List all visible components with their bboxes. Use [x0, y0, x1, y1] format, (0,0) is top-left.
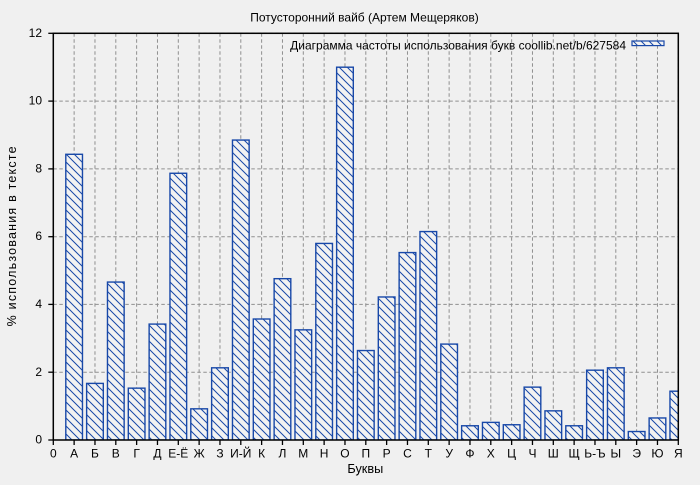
svg-text:Потусторонний вайб (Артем Меще: Потусторонний вайб (Артем Мещеряков) [250, 11, 478, 25]
svg-text:Р: Р [383, 446, 391, 460]
svg-text:8: 8 [35, 162, 42, 176]
svg-text:% использования в тексте: % использования в тексте [5, 145, 19, 326]
svg-text:0: 0 [35, 433, 42, 447]
svg-text:Д: Д [153, 446, 161, 460]
svg-text:Т: Т [425, 446, 433, 460]
svg-text:Ж: Ж [194, 446, 205, 460]
svg-text:М: М [298, 446, 308, 460]
svg-text:Я: Я [674, 446, 683, 460]
svg-text:Э: Э [632, 446, 641, 460]
svg-text:А: А [70, 446, 78, 460]
svg-text:Ю: Ю [651, 446, 663, 460]
svg-text:Е-Ё: Е-Ё [168, 446, 188, 460]
svg-text:Н: Н [320, 446, 329, 460]
svg-text:С: С [403, 446, 412, 460]
svg-text:Ф: Ф [465, 446, 474, 460]
svg-text:И-Й: И-Й [230, 445, 251, 460]
svg-text:П: П [361, 446, 370, 460]
svg-text:4: 4 [35, 297, 42, 311]
svg-text:З: З [216, 446, 223, 460]
svg-text:Ы: Ы [610, 446, 621, 460]
svg-text:В: В [112, 446, 120, 460]
svg-text:Ш: Ш [548, 446, 559, 460]
svg-text:Диаграмма частоты использовани: Диаграмма частоты использования букв coo… [290, 39, 626, 53]
svg-text:Буквы: Буквы [347, 462, 383, 476]
svg-text:Ц: Ц [507, 446, 516, 460]
svg-text:К: К [258, 446, 265, 460]
svg-text:Л: Л [279, 446, 287, 460]
svg-text:Ч: Ч [528, 446, 536, 460]
svg-text:Г: Г [133, 446, 140, 460]
svg-text:У: У [445, 446, 453, 460]
svg-text:6: 6 [35, 229, 42, 243]
svg-text:Щ: Щ [569, 446, 580, 460]
svg-text:Х: Х [487, 446, 495, 460]
svg-text:12: 12 [29, 26, 43, 40]
svg-text:0: 0 [50, 446, 57, 460]
svg-text:Ь-Ъ: Ь-Ъ [584, 446, 605, 460]
svg-text:10: 10 [29, 94, 43, 108]
svg-text:Б: Б [91, 446, 99, 460]
svg-text:О: О [340, 446, 349, 460]
svg-text:2: 2 [35, 365, 42, 379]
